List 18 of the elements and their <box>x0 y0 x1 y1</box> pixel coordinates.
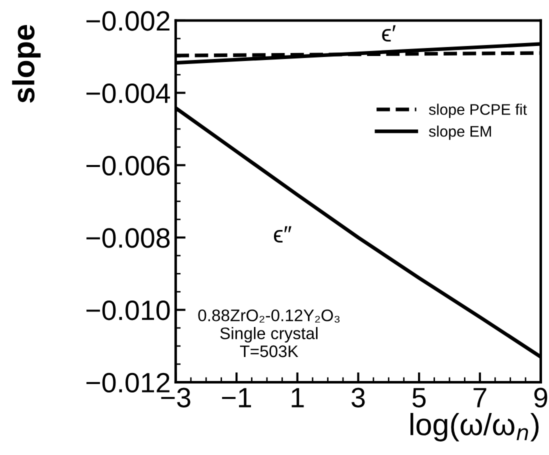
legend-label: slope EM <box>428 126 491 140</box>
x-tick-label: 7 <box>474 388 486 408</box>
annotation: ϵ″ <box>274 226 292 242</box>
legend-label: slope PCPE fit <box>428 104 527 118</box>
x-tick-label: 5 <box>412 388 426 408</box>
y-tick-label: −0.002 <box>86 11 170 31</box>
y-tick-label: −0.004 <box>86 83 170 104</box>
y-tick-label: −0.008 <box>86 228 170 248</box>
x-tick-label: −1 <box>222 388 252 408</box>
annotation: ϵ′ <box>382 25 396 42</box>
x-tick-label: 1 <box>292 388 304 408</box>
x-axis-title: log(ω/ω$_{n}$) <box>410 412 539 442</box>
y-tick-label: −0.010 <box>86 300 170 320</box>
y-axis-title: slope <box>12 25 41 103</box>
y-tick-label: −0.006 <box>86 156 170 176</box>
annotation: 0.88ZrO₂-0.12Y₂O₃ Single crystal T=503K <box>198 309 340 358</box>
x-tick-label: 9 <box>534 388 548 408</box>
x-tick-label: 3 <box>352 388 365 408</box>
